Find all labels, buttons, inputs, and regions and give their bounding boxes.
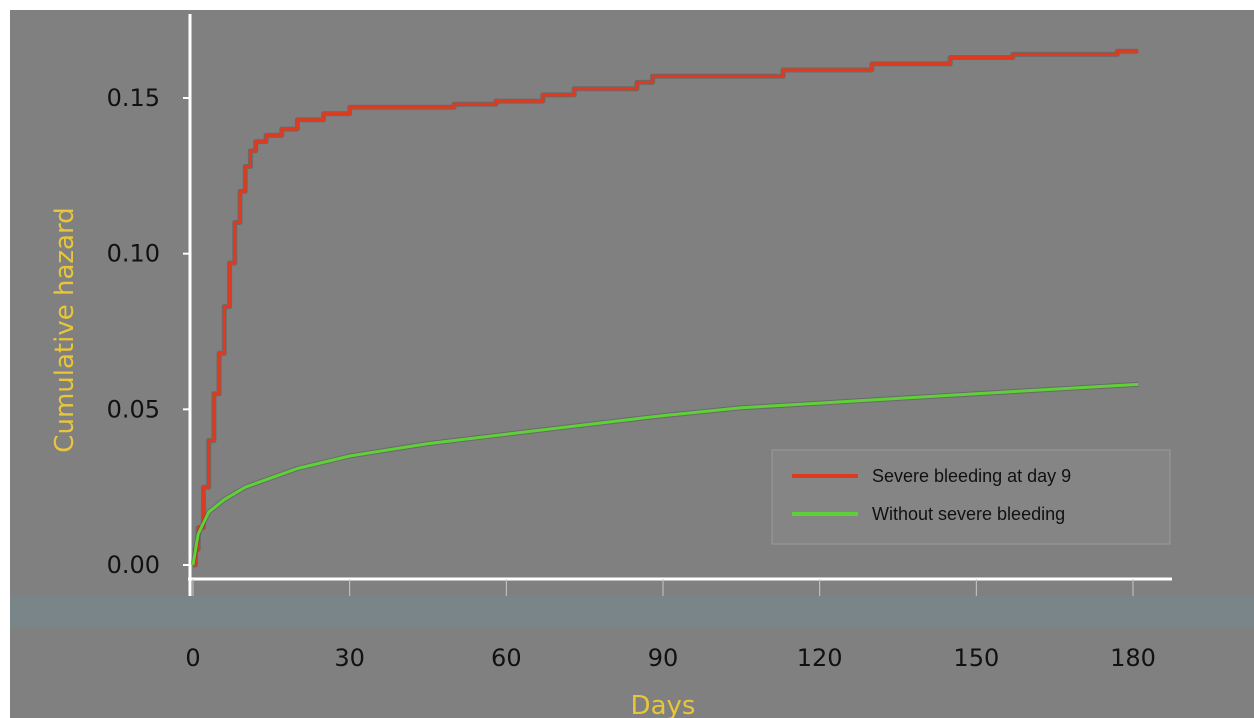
x-axis-title: Days <box>631 691 696 718</box>
series-line-without-severe-bleeding <box>191 382 1139 566</box>
y-tick-label: 0.15 <box>107 84 160 112</box>
axis-band <box>10 596 1254 628</box>
x-tick-label: 150 <box>953 644 999 672</box>
y-tick-label: 0.00 <box>107 551 160 579</box>
x-tick-label: 30 <box>334 644 365 672</box>
x-tick-label: 0 <box>185 644 200 672</box>
legend-label: Without severe bleeding <box>872 504 1065 524</box>
x-tick-label: 120 <box>797 644 843 672</box>
x-tick-label: 90 <box>648 644 679 672</box>
series-lines <box>190 48 1139 568</box>
axes <box>183 14 1172 596</box>
series-line-severe-bleeding <box>193 49 1139 567</box>
legend: Severe bleeding at day 9 Without severe b… <box>771 449 1171 545</box>
y-tick-label: 0.10 <box>107 240 160 268</box>
tick-labels: 0.00 0.05 0.10 0.15 0 30 60 90 120 150 180 Days Cumu… <box>50 84 1156 718</box>
y-axis-title: Cumulative hazard <box>50 207 80 452</box>
x-tick-label: 180 <box>1110 644 1156 672</box>
legend-box <box>771 449 1171 545</box>
legend-label: Severe bleeding at day 9 <box>872 466 1071 486</box>
y-tick-label: 0.05 <box>107 395 160 423</box>
x-tick-label: 60 <box>491 644 522 672</box>
